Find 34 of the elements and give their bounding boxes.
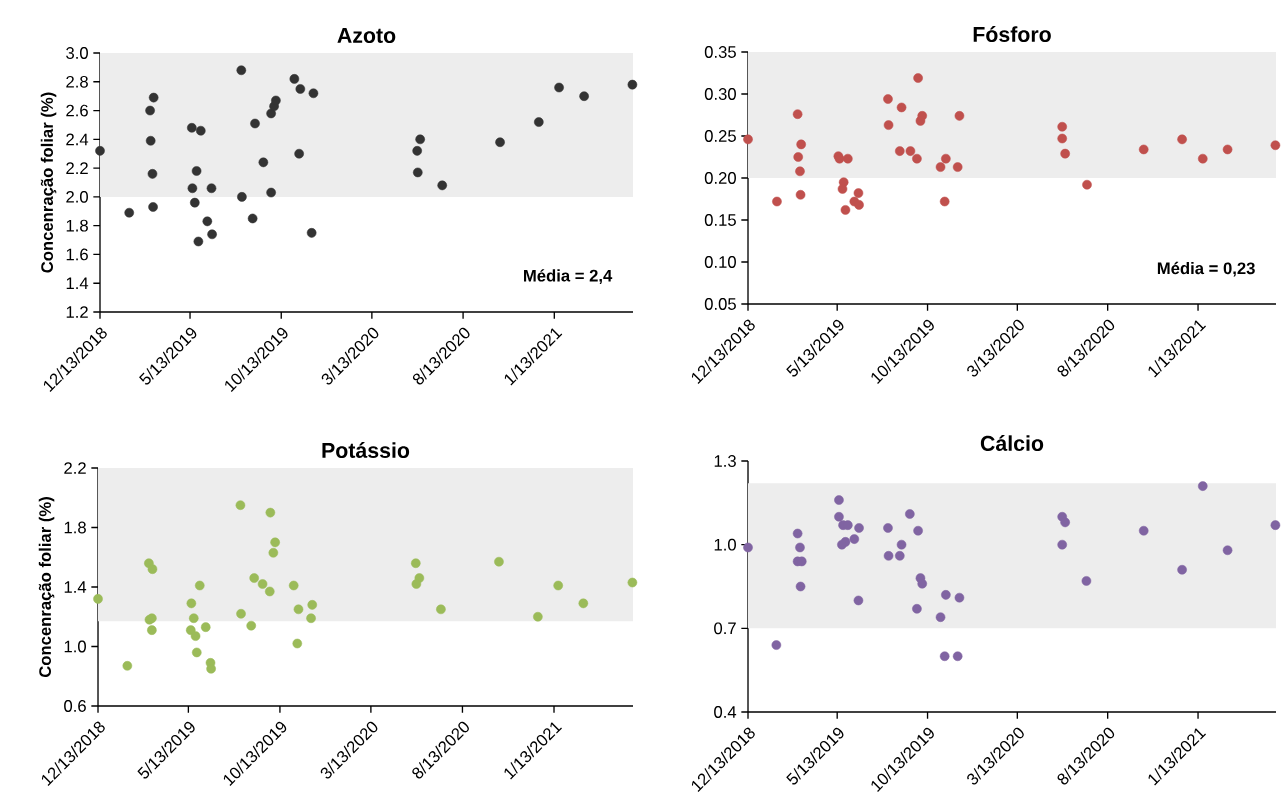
y-axis-title: Concenração foliar (%): [38, 497, 55, 678]
y-tick-label: 0.10: [704, 256, 736, 268]
y-tick-label: 1.4: [64, 581, 87, 593]
annotation: Média = 0,23: [1157, 261, 1255, 277]
y-tick-label: 0.6: [64, 700, 86, 712]
y-tick-label: 0.30: [704, 88, 736, 100]
y-tick-label: 0.4: [714, 706, 737, 718]
y-tick-label: 1.0: [64, 640, 86, 653]
y-tick-label: 0.05: [704, 298, 736, 310]
y-tick-label: 3.0: [66, 47, 88, 59]
y-tick-label: 1.2: [66, 306, 88, 318]
y-axis-title: Concenração foliar (%): [40, 92, 57, 273]
y-tick-label: 0.15: [704, 214, 736, 226]
y-tick-label: 2.4: [66, 133, 89, 146]
chart-title: Fósforo: [973, 26, 1051, 42]
y-tick-label: 1.3: [714, 455, 736, 467]
y-tick-label: 2.6: [66, 104, 88, 117]
y-tick-label: 2.2: [66, 162, 88, 174]
y-tick-label: 0.20: [704, 172, 736, 184]
y-tick-label: 2.8: [66, 75, 88, 88]
y-tick-label: 1.0: [714, 538, 736, 551]
annotation: Média = 2,4: [524, 269, 613, 284]
chart-title: Cálcio: [980, 435, 1044, 451]
y-tick-label: 0.35: [704, 46, 736, 58]
y-tick-label: 1.6: [66, 248, 88, 261]
y-tick-label: 0.7: [714, 622, 736, 635]
y-tick-label: 1.4: [66, 277, 89, 289]
y-tick-label: 1.8: [66, 219, 88, 232]
chart-title: Azoto: [337, 28, 396, 43]
y-tick-label: 2.0: [66, 191, 88, 203]
y-tick-label: 1.8: [64, 521, 86, 534]
chart-title: Potássio: [322, 442, 410, 458]
y-tick-label: 0.25: [704, 130, 736, 142]
y-tick-label: 2.2: [64, 462, 86, 474]
